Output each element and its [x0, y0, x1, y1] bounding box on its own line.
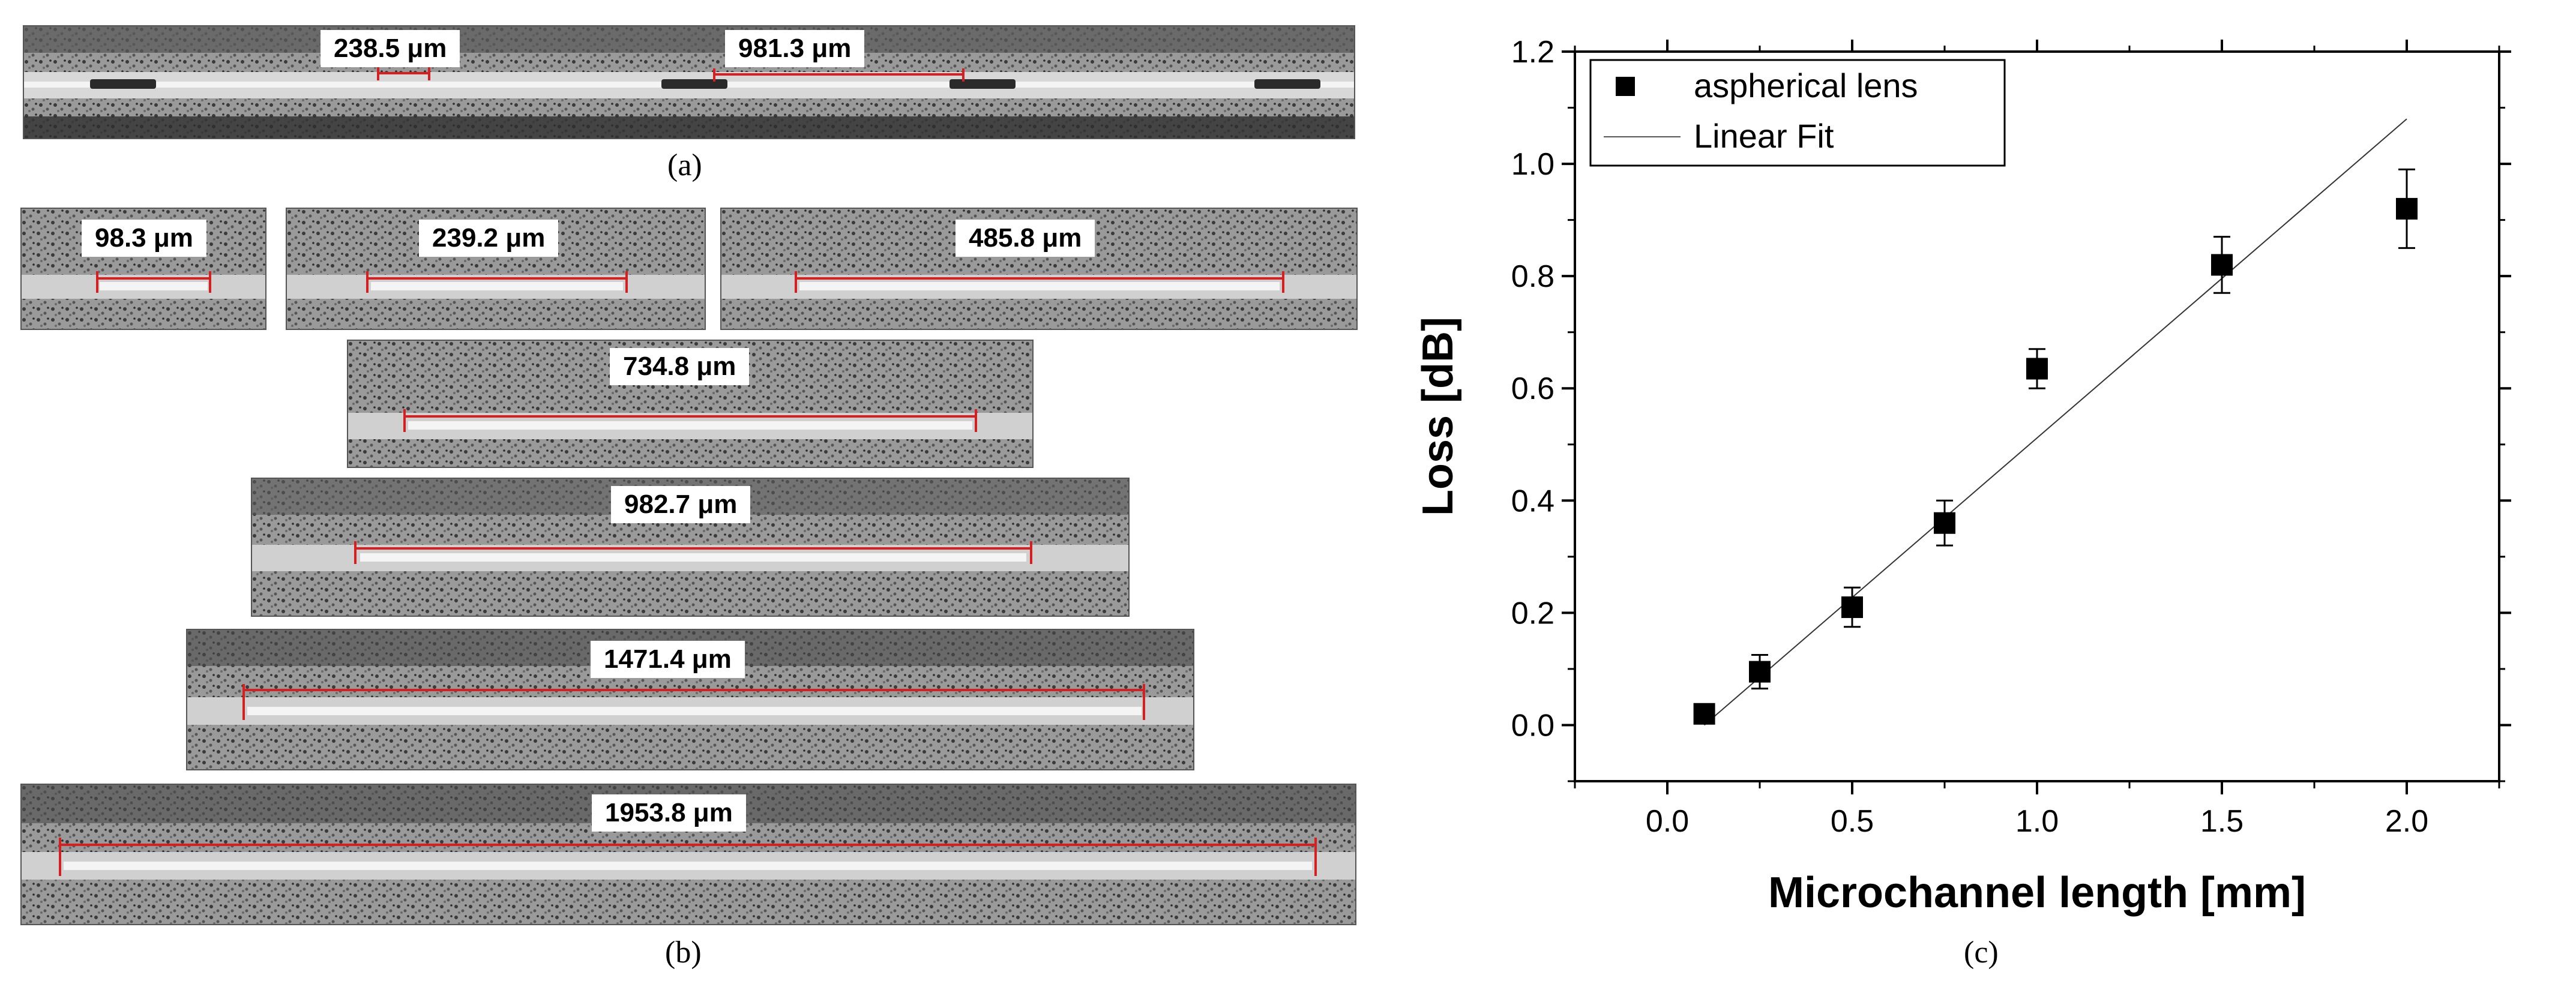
x-tick-label: 0.0: [1646, 804, 1689, 839]
measurement-label: 1953.8 μm: [592, 794, 746, 832]
y-tick-label: 0.8: [1511, 259, 1554, 294]
measurement-label: 98.3 μm: [82, 220, 206, 257]
panel-b-image: 239.2 μm: [286, 208, 706, 330]
measurement-label: 239.2 μm: [419, 220, 559, 257]
data-point: [1841, 596, 1863, 619]
y-tick-label: 1.2: [1511, 35, 1554, 70]
data-point: [1749, 661, 1771, 683]
legend-marker-square: [1616, 77, 1635, 96]
measurement-label: 734.8 μm: [610, 348, 750, 385]
y-tick-label: 0.4: [1511, 484, 1554, 518]
x-tick-label: 1.5: [2200, 804, 2243, 839]
panel-b-image: 1953.8 μm: [20, 784, 1356, 925]
x-tick-label: 1.0: [2015, 804, 2059, 839]
data-point: [2211, 254, 2233, 276]
y-axis-title: Loss [dB]: [1414, 317, 1462, 516]
loss-chart: 0.0 0.5 1.0 1.5 2.0 0.0 0.2 0.4 0.6 0.8 1.0 1.2 Mic…: [1414, 35, 2511, 917]
panel-b-image: 734.8 μm: [347, 340, 1034, 468]
y-tick-label: 0.0: [1511, 708, 1554, 743]
data-point: [1693, 703, 1715, 725]
y-tick-label: 0.2: [1511, 596, 1554, 631]
legend: aspherical lens Linear Fit: [1589, 59, 2006, 167]
legend-box: [1589, 59, 2006, 167]
x-axis-title: Microchannel length [mm]: [1768, 869, 2306, 917]
legend-label: Linear Fit: [1694, 117, 1834, 155]
x-tick-label: 2.0: [2385, 804, 2428, 839]
panel-a-caption: (a): [667, 148, 702, 182]
measurement-label: 485.8 μm: [955, 220, 1095, 257]
legend-label: aspherical lens: [1694, 67, 1918, 104]
data-point: [1934, 512, 1955, 534]
panel-c-caption: (c): [1964, 935, 1999, 970]
panel-b-image: 1471.4 μm: [186, 629, 1194, 770]
linear-fit-line: [1703, 118, 2407, 726]
y-tick-label: 1.0: [1511, 147, 1554, 182]
panel-a-image: 238.5 μm 981.3 μm: [23, 25, 1355, 139]
panel-b-image: 485.8 μm: [720, 208, 1358, 330]
y-tick-label: 0.6: [1511, 371, 1554, 406]
measurement-label: 238.5 μm: [320, 30, 460, 67]
chart-axes: 0.0 0.5 1.0 1.5 2.0 0.0 0.2 0.4 0.6 0.8 1.0 1.2: [1511, 35, 2511, 839]
measurement-label: 1471.4 μm: [591, 641, 745, 678]
measurement-label: 982.7 μm: [611, 486, 751, 523]
measurement-label: 981.3 μm: [725, 30, 865, 67]
panel-b-image: 982.7 μm: [251, 478, 1130, 617]
x-tick-label: 0.5: [1831, 804, 1874, 839]
panel-b-caption: (b): [665, 935, 702, 970]
panel-b-image: 98.3 μm: [20, 208, 266, 330]
chart-marks: [1693, 118, 2418, 726]
data-point: [2396, 197, 2418, 220]
data-point: [2026, 358, 2048, 380]
